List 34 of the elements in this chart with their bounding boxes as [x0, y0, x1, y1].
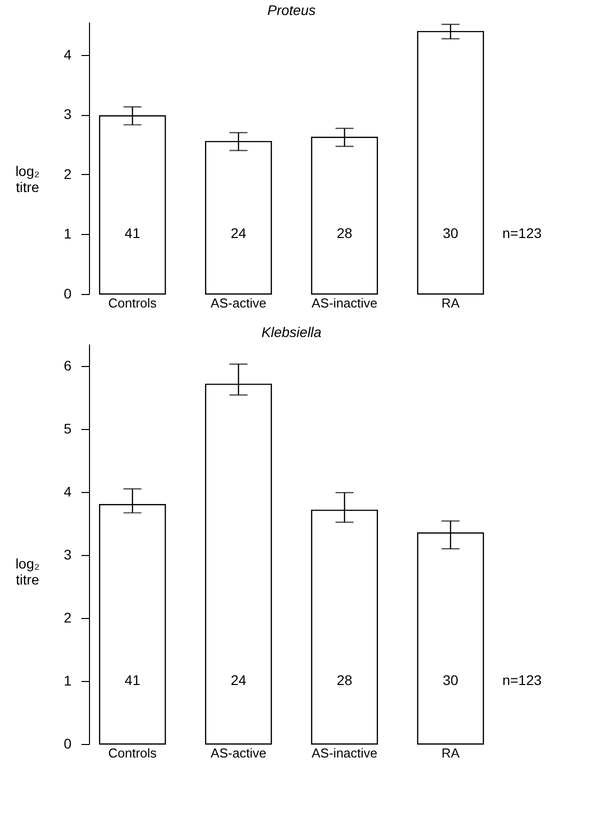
y-axis-title: log₂ titre	[15, 163, 40, 196]
y-tick-label: 1	[64, 226, 72, 242]
x-tick-label: AS-active	[210, 746, 266, 760]
x-tick-label: RA	[442, 746, 460, 760]
annotation: n=123	[502, 672, 542, 688]
y-tick-label: 0	[64, 736, 72, 752]
y-tick-label: 3	[64, 106, 72, 122]
y-tick-label: 4	[64, 46, 72, 62]
annotation: n=123	[502, 225, 542, 242]
y-tick-label: 4	[64, 484, 72, 500]
chart-title: Proteus	[267, 2, 316, 18]
y-tick-label: 5	[64, 420, 72, 437]
annotation: 24	[230, 672, 246, 688]
annotation: 24	[230, 225, 246, 242]
y-axis-title: log₂ titre	[15, 556, 40, 588]
chart-title: Klebsiella	[262, 324, 322, 340]
annotation: 41	[124, 672, 140, 688]
annotation: 28	[336, 225, 353, 242]
annotation: 30	[442, 672, 459, 688]
y-tick-label: 2	[64, 610, 72, 626]
x-tick-label: AS-inactive	[312, 296, 378, 310]
annotation: 30	[442, 225, 459, 242]
y-tick-label: 3	[64, 546, 72, 563]
y-tick-label: 2	[64, 166, 72, 182]
y-tick-label: 6	[64, 358, 72, 374]
annotation: 41	[124, 225, 140, 242]
x-tick-label: AS-active	[210, 296, 266, 310]
x-tick-label: Controls	[108, 746, 158, 760]
x-tick-label: AS-inactive	[312, 746, 378, 760]
y-tick-label: 0	[64, 286, 72, 302]
x-tick-label: RA	[442, 296, 460, 310]
x-tick-label: Controls	[108, 296, 158, 310]
annotation: 28	[336, 672, 353, 688]
y-tick-label: 1	[64, 672, 72, 689]
